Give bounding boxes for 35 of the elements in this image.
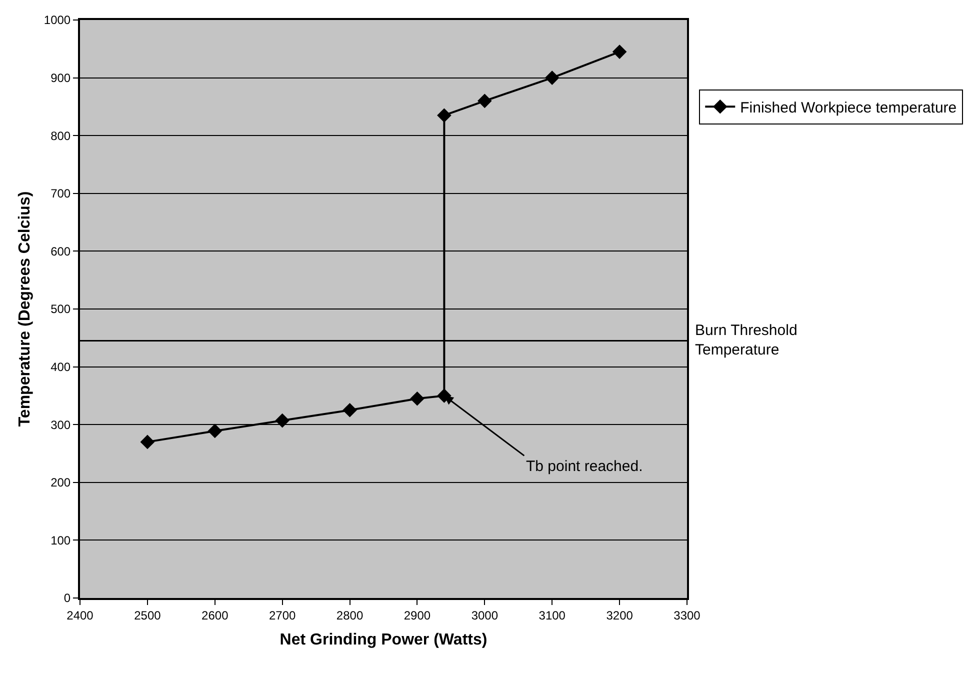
x-tick-label: 3300 xyxy=(674,608,701,622)
y-tick-label: 500 xyxy=(50,302,71,316)
point xyxy=(140,434,155,450)
y-tick-label: 1000 xyxy=(44,13,71,28)
point xyxy=(437,108,452,123)
y-tick-label: 300 xyxy=(50,418,71,432)
legend-label: Finished Workpiece temperature xyxy=(740,99,957,116)
point xyxy=(410,391,424,406)
point xyxy=(612,44,627,59)
x-tick-label: 2400 xyxy=(66,608,94,622)
y-axis-title: Temperature (Degrees Celcius) xyxy=(16,191,34,427)
y-tick-label: 700 xyxy=(50,186,71,201)
x-tick-label: 2800 xyxy=(336,608,364,622)
point xyxy=(208,424,222,438)
annotation: Tb point reached. xyxy=(526,458,643,475)
x-axis-title: Net Grinding Power (Watts) xyxy=(280,632,488,649)
point xyxy=(275,413,290,428)
point xyxy=(478,94,492,108)
y-tick-label: 0 xyxy=(64,591,71,606)
x-tick-label: 2600 xyxy=(202,608,229,622)
y-tick-label: 800 xyxy=(50,128,71,143)
x-tick-label: 2900 xyxy=(404,608,431,622)
y-tick-label: 400 xyxy=(50,360,71,374)
point xyxy=(544,70,560,85)
ref-line-label: Burn Threshold Temperature xyxy=(695,322,798,358)
y-tick-label: 100 xyxy=(50,533,71,548)
x-tick-label: 3100 xyxy=(538,608,566,622)
y-tick-label: 600 xyxy=(50,244,71,258)
point xyxy=(342,403,357,418)
x-tick-label: 2700 xyxy=(268,608,296,622)
y-tick-label: 900 xyxy=(50,71,71,85)
y-tick-label: 200 xyxy=(50,476,71,490)
x-tick-label: 3000 xyxy=(471,608,498,622)
x-tick-label: 2500 xyxy=(134,608,162,622)
x-tick-label: 3200 xyxy=(606,608,634,622)
